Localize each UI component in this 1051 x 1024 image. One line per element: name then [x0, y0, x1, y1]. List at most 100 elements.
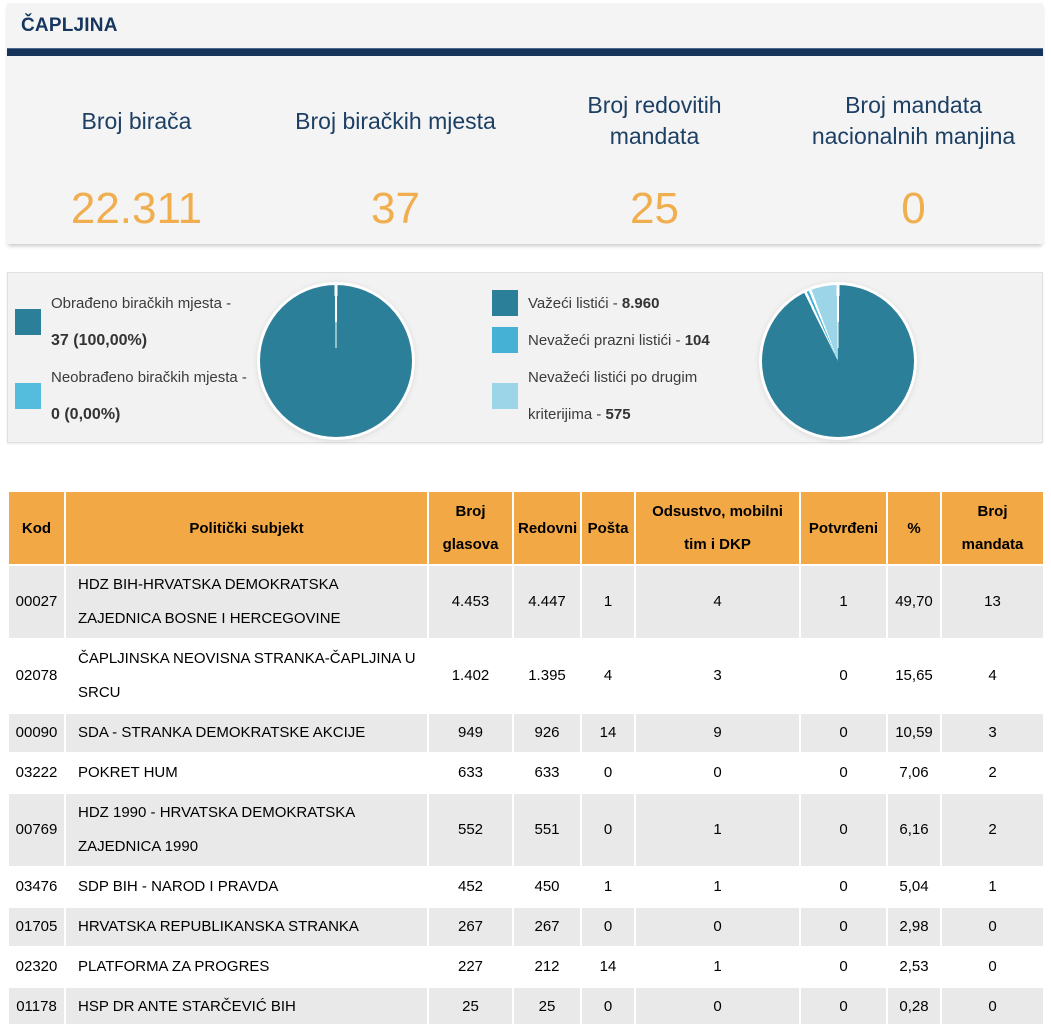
value-cell: 0 [799, 638, 888, 714]
value-cell: 10,59 [886, 712, 942, 754]
table-row: 01178 HSP DR ANTE STARČEVIĆ BIH 25 25 0 0 0 0,2… [7, 986, 1045, 1024]
value-cell: 1 [580, 564, 636, 640]
value-cell: 0 [634, 906, 801, 948]
value-cell: 267 [512, 906, 582, 948]
stat-card-regular-mandates: Broj redovitih mandata 25 [525, 70, 784, 234]
stat-value: 37 [371, 184, 420, 233]
value-cell: 3 [634, 638, 801, 714]
processing-legend: Obrađeno biračkih mjesta - 37 (100,00%) … [15, 283, 250, 433]
value-cell: 0 [799, 986, 888, 1024]
party-code-cell: 01705 [7, 906, 66, 948]
legend-label: Neobrađeno biračkih mjesta - [51, 368, 247, 386]
ballots-chart-group: Važeći listići - 8.960 Nevažeći prazni l… [492, 273, 1042, 442]
ballots-pie-chart [762, 284, 914, 437]
legend-value: 104 [684, 331, 710, 349]
ballots-legend: Važeći listići - 8.960 Nevažeći prazni l… [492, 283, 740, 433]
page-title: ČAPLJINA [21, 14, 118, 36]
value-cell: 0 [799, 752, 888, 794]
value-cell: 14 [580, 946, 636, 988]
party-name-cell: PLATFORMA ZA PROGRES [64, 946, 429, 988]
party-name-cell: HDZ BIH-HRVATSKA DEMOKRATSKA ZAJEDNICA B… [64, 564, 429, 640]
party-code-cell: 00769 [7, 792, 66, 868]
stat-card-voters: Broj birača 22.311 [7, 70, 266, 234]
value-cell: 0 [799, 946, 888, 988]
legend-value: 575 [605, 405, 631, 423]
column-header: Broj glasova [427, 490, 514, 566]
value-cell: 0 [799, 792, 888, 868]
value-cell: 0 [634, 752, 801, 794]
processed-color-swatch [15, 308, 41, 335]
value-cell: 0 [634, 986, 801, 1024]
blank-ballots-color-swatch [492, 327, 518, 353]
value-cell: 1 [580, 866, 636, 908]
value-cell: 1.402 [427, 638, 514, 714]
municipality-panel: ČAPLJINA Broj birača 22.311 Broj birački… [7, 3, 1043, 244]
processing-pie-chart [260, 284, 412, 437]
value-cell: 4.447 [512, 564, 582, 640]
value-cell: 0 [580, 792, 636, 868]
value-cell: 0 [799, 906, 888, 948]
value-cell: 25 [427, 986, 514, 1024]
value-cell: 9 [634, 712, 801, 754]
party-name-cell: HDZ 1990 - HRVATSKA DEMOKRATSKA ZAJEDNIC… [64, 792, 429, 868]
party-code-cell: 01178 [7, 986, 66, 1024]
processing-chart-group: Obrađeno biračkih mjesta - 37 (100,00%) … [8, 273, 492, 442]
value-cell: 267 [427, 906, 514, 948]
table-row: 00090 SDA - STRANKA DEMOKRATSKE AKCIJE 949… [7, 712, 1045, 754]
legend-label: Nevažeći listići po drugim kriterijima - [528, 368, 698, 423]
column-header: Redovni [512, 490, 582, 566]
legend-item-unprocessed: Neobrađeno biračkih mjesta - 0 (0,00%) [15, 359, 250, 433]
party-name-cell: SDA - STRANKA DEMOKRATSKE AKCIJE [64, 712, 429, 754]
table-row: 00769 HDZ 1990 - HRVATSKA DEMOKRATSKA ZAJ… [7, 792, 1045, 868]
value-cell: 1 [799, 564, 888, 640]
title-divider [7, 48, 1043, 56]
value-cell: 1 [634, 946, 801, 988]
table-row: 02078 ČAPLJINSKA NEOVISNA STRANKA-ČAPLJIN… [7, 638, 1045, 714]
title-row: ČAPLJINA [7, 3, 1043, 48]
valid-ballots-color-swatch [492, 290, 518, 316]
party-code-cell: 00090 [7, 712, 66, 754]
value-cell: 551 [512, 792, 582, 868]
value-cell: 1 [940, 866, 1045, 908]
value-cell: 2,98 [886, 906, 942, 948]
value-cell: 227 [427, 946, 514, 988]
value-cell: 6,16 [886, 792, 942, 868]
value-cell: 2,53 [886, 946, 942, 988]
value-cell: 4 [940, 638, 1045, 714]
value-cell: 5,04 [886, 866, 942, 908]
table-row: 03476 SDP BIH - NAROD I PRAVDA 452 450 1 1 0 5,… [7, 866, 1045, 908]
value-cell: 7,06 [886, 752, 942, 794]
party-name-cell: HRVATSKA REPUBLIKANSKA STRANKA [64, 906, 429, 948]
unprocessed-color-swatch [15, 382, 41, 409]
column-header: Odsustvo, mobilni tim i DKP [634, 490, 801, 566]
value-cell: 13 [940, 564, 1045, 640]
value-cell: 1 [634, 866, 801, 908]
party-code-cell: 03222 [7, 752, 66, 794]
stat-label: Broj redovitih mandata [587, 92, 722, 149]
legend-item-valid-ballots: Važeći listići - 8.960 [492, 285, 740, 322]
table-row: 03222 POKRET HUM 633 633 0 0 0 7,06 2 [7, 752, 1045, 794]
value-cell: 552 [427, 792, 514, 868]
value-cell: 15,65 [886, 638, 942, 714]
value-cell: 450 [512, 866, 582, 908]
value-cell: 633 [427, 752, 514, 794]
legend-label: Obrađeno biračkih mjesta - [51, 294, 232, 312]
value-cell: 4 [580, 638, 636, 714]
results-table-body: 00027 HDZ BIH-HRVATSKA DEMOKRATSKA ZAJEDN… [7, 564, 1045, 1024]
results-table: Kod Politički subjekt Broj glasova Redovni P… [7, 490, 1045, 1024]
legend-value: 0 (0,00%) [51, 405, 121, 423]
value-cell: 0 [580, 986, 636, 1024]
column-header: Kod [7, 490, 66, 566]
party-name-cell: POKRET HUM [64, 752, 429, 794]
stat-value: 22.311 [70, 184, 203, 233]
stat-label: Broj biračkih mjesta [295, 107, 496, 134]
value-cell: 0 [580, 906, 636, 948]
legend-value: 8.960 [621, 294, 660, 312]
party-name-cell: HSP DR ANTE STARČEVIĆ BIH [64, 986, 429, 1024]
value-cell: 212 [512, 946, 582, 988]
party-code-cell: 02320 [7, 946, 66, 988]
value-cell: 0 [799, 712, 888, 754]
value-cell: 1 [634, 792, 801, 868]
legend-item-other-invalid-ballots: Nevažeći listići po drugim kriterijima -… [492, 359, 740, 433]
